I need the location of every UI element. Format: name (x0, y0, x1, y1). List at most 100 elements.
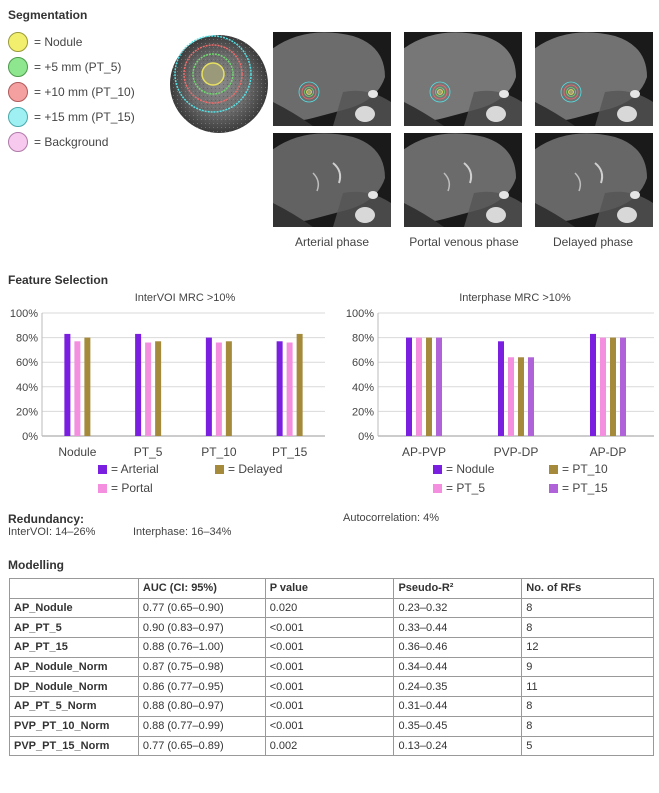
bar-portal-pt_5 (145, 342, 152, 436)
segmentation-legend-item: = +10 mm (PT_10) (8, 82, 135, 102)
bar-pt_10-ap-pvp (426, 337, 432, 436)
bar-delayed-pt_5 (155, 341, 162, 436)
bar-delayed-pt_10 (225, 341, 232, 436)
segmentation-legend-item: = +15 mm (PT_15) (8, 107, 135, 127)
pseudo-r2-cell: 0.35–0.45 (393, 715, 523, 737)
p-value-cell: 0.002 (264, 735, 395, 757)
chart1-title: InterVOI MRC >10% (134, 292, 236, 304)
redundancy-title: Redundancy: (8, 512, 85, 526)
pseudo-r2-cell: 0.36–0.46 (393, 637, 523, 658)
legend-color-circle (8, 132, 28, 152)
delayed-swatch (215, 464, 224, 474)
legend-label: = +5 mm (PT_5) (34, 60, 122, 74)
header-num-rfs: No. of RFs (521, 578, 654, 599)
ct-scan-delayed-lower (535, 133, 653, 227)
y-tick-label: 20% (352, 406, 374, 418)
table-row: DP_Nodule_Norm 0.86 (0.77–0.95) <0.001 0.24… (9, 676, 654, 698)
legend-color-circle (8, 107, 28, 127)
x-tick-label: AP-DP (590, 445, 627, 459)
legend-pt5: = PT_5 (433, 481, 485, 495)
p-value-cell: <0.001 (264, 696, 395, 717)
bar-pt_10-pvp-dp (518, 357, 524, 436)
table-header-row: AUC (CI: 95%) P value Pseudo-R² No. of R… (9, 578, 654, 599)
bar-portal-pt_15 (286, 342, 293, 436)
modelling-table: AUC (CI: 95%) P value Pseudo-R² No. of R… (9, 578, 654, 757)
header-model (9, 578, 139, 599)
nodule-crop-image (170, 35, 268, 133)
chart2-title: Interphase MRC >10% (459, 292, 571, 304)
y-tick-label: 0% (358, 431, 374, 443)
bar-pt_5-ap-pvp (416, 337, 422, 436)
x-tick-label: PT_10 (201, 445, 237, 459)
feature-selection-title: Feature Selection (8, 273, 109, 287)
auc-cell: 0.86 (0.77–0.95) (137, 676, 266, 698)
modelling-title: Modelling (8, 558, 64, 572)
ct-scan-arterial-lower (273, 133, 391, 227)
num-rfs-cell: 8 (521, 715, 654, 737)
table-row: PVP_PT_10_Norm 0.88 (0.77–0.99) <0.001 0.35… (9, 715, 654, 737)
pseudo-r2-cell: 0.34–0.44 (393, 656, 523, 678)
pt10-legend-label: = PT_10 (562, 462, 608, 476)
segmentation-title: Segmentation (8, 8, 88, 22)
pt5-swatch (433, 483, 442, 493)
nodule-legend-label: = Nodule (446, 462, 495, 476)
bar-nodule-ap-pvp (406, 337, 412, 436)
table-row: AP_PT_15 0.88 (0.76–1.00) <0.001 0.36–0.46 1… (9, 637, 654, 658)
legend-pt15: = PT_15 (549, 481, 608, 495)
y-tick-label: 20% (16, 406, 38, 418)
model-name-cell: AP_PT_5_Norm (9, 696, 139, 717)
legend-color-circle (8, 57, 28, 77)
bar-pt_5-pvp-dp (508, 357, 514, 436)
y-tick-label: 40% (352, 382, 374, 394)
p-value-cell: <0.001 (264, 617, 395, 639)
num-rfs-cell: 12 (521, 637, 654, 658)
legend-label: = +15 mm (PT_15) (34, 110, 135, 124)
pseudo-r2-cell: 0.31–0.44 (393, 696, 523, 717)
x-tick-label: PT_15 (272, 445, 308, 459)
model-name-cell: AP_Nodule (9, 597, 139, 619)
ct-scan-portal-venous-upper (404, 32, 522, 126)
bar-delayed-pt_15 (296, 333, 303, 436)
ct-scan-portal-venous-lower (404, 133, 522, 227)
y-tick-label: 80% (16, 333, 38, 345)
auc-cell: 0.87 (0.75–0.98) (137, 656, 266, 678)
num-rfs-cell: 11 (521, 676, 654, 698)
model-name-cell: AP_Nodule_Norm (9, 656, 139, 678)
pseudo-r2-cell: 0.13–0.24 (393, 735, 523, 757)
bar-nodule-pvp-dp (498, 341, 504, 436)
bar-pt_5-ap-dp (600, 337, 606, 436)
pseudo-r2-cell: 0.33–0.44 (393, 617, 523, 639)
auc-cell: 0.88 (0.76–1.00) (137, 637, 266, 658)
header-p-value: P value (264, 578, 395, 599)
legend-nodule: = Nodule (433, 462, 494, 476)
pseudo-r2-cell: 0.24–0.35 (393, 676, 523, 698)
portal-legend-label: = Portal (111, 481, 153, 495)
arterial-phase-label: Arterial phase (294, 235, 370, 249)
model-name-cell: DP_Nodule_Norm (9, 676, 139, 698)
bar-arterial-nodule (64, 333, 71, 436)
nodule-swatch (433, 464, 442, 474)
bar-pt_10-ap-dp (610, 337, 616, 436)
auc-cell: 0.88 (0.80–0.97) (137, 696, 266, 717)
pseudo-r2-cell: 0.23–0.32 (393, 597, 523, 619)
table-row: PVP_PT_15_Norm 0.77 (0.65–0.89) 0.002 0.13–… (9, 735, 654, 757)
legend-color-circle (8, 32, 28, 52)
header-pseudo-r2: Pseudo-R² (393, 578, 523, 599)
y-tick-label: 60% (352, 357, 374, 369)
x-tick-label: PVP-DP (494, 445, 539, 459)
delayed-phase-label: Delayed phase (552, 235, 634, 249)
segmentation-legend-item: = +5 mm (PT_5) (8, 57, 121, 77)
num-rfs-cell: 5 (521, 735, 654, 757)
bar-pt_15-pvp-dp (528, 357, 534, 436)
legend-pt10: = PT_10 (549, 462, 608, 476)
legend-label: = Background (34, 135, 109, 149)
p-value-cell: <0.001 (264, 656, 395, 678)
bar-portal-pt_10 (215, 342, 222, 436)
legend-label: = +10 mm (PT_10) (34, 85, 135, 99)
pt15-contour (174, 35, 252, 113)
num-rfs-cell: 8 (521, 597, 654, 619)
legend-delayed: = Delayed (215, 462, 282, 476)
segmentation-legend-item: = Nodule (8, 32, 82, 52)
p-value-cell: 0.020 (264, 597, 395, 619)
y-tick-label: 100% (10, 308, 38, 320)
